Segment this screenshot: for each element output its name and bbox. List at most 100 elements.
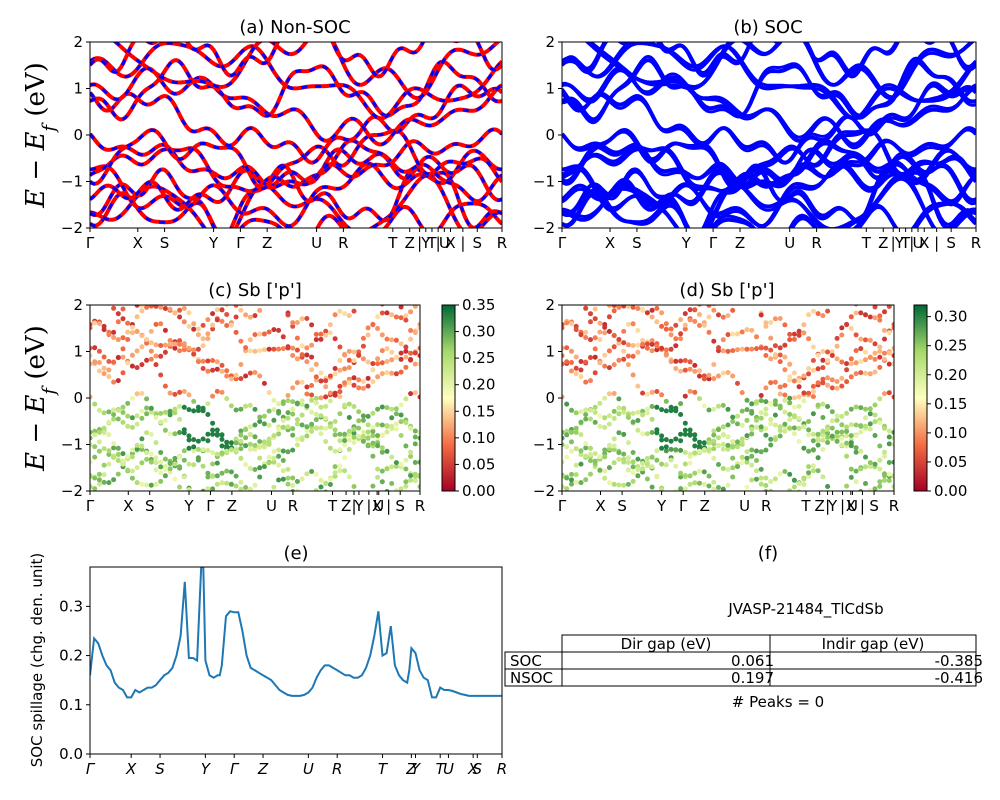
band-point — [153, 415, 159, 420]
band-point — [200, 436, 206, 442]
band-point — [393, 421, 399, 427]
band-point — [266, 436, 272, 442]
band-point — [787, 337, 793, 343]
band-point — [815, 352, 821, 358]
band-point — [886, 305, 892, 309]
band-point — [692, 318, 698, 324]
band-point — [597, 400, 603, 406]
band-point — [834, 417, 840, 423]
band-point — [379, 360, 385, 366]
table-cell — [769, 668, 977, 687]
band-point — [825, 358, 831, 364]
band-point — [711, 432, 717, 438]
band-point — [606, 413, 612, 419]
band-line-split — [562, 42, 976, 120]
band-point — [562, 345, 565, 351]
band-point — [611, 436, 617, 442]
band-line-split — [562, 128, 976, 189]
band-point — [829, 353, 835, 358]
band-point — [863, 349, 868, 355]
band-point — [730, 439, 736, 445]
band-point — [106, 359, 112, 364]
band-point — [285, 449, 291, 455]
band-point — [848, 474, 854, 480]
band-point — [872, 369, 878, 375]
band-point — [806, 470, 812, 476]
band-point — [280, 346, 286, 352]
band-point — [243, 312, 249, 318]
band-point — [313, 411, 319, 417]
x-tick-label: T — [378, 760, 389, 778]
band-point — [606, 421, 612, 427]
band-point — [654, 457, 660, 463]
band-point — [711, 455, 717, 461]
y-tick-label: 0 — [73, 126, 83, 144]
band-point — [139, 333, 145, 339]
band-point — [649, 389, 655, 395]
band-point — [768, 335, 774, 341]
band-point — [266, 422, 272, 428]
band-point — [134, 391, 140, 397]
y-tick-label: −2 — [61, 219, 83, 237]
band-point — [408, 350, 414, 356]
band-point — [801, 424, 807, 430]
x-tick-label: X — [467, 760, 479, 778]
band-point — [872, 412, 878, 418]
band-point — [201, 499, 206, 504]
band-point — [569, 481, 574, 487]
band-point — [663, 448, 669, 454]
band-point — [588, 416, 593, 422]
band-point — [332, 336, 338, 342]
band-point — [640, 461, 646, 466]
band-point — [120, 419, 126, 425]
band-point — [172, 455, 178, 461]
band-point — [592, 316, 598, 322]
band-point — [810, 438, 816, 444]
band-point — [162, 383, 168, 389]
band-point — [144, 357, 150, 363]
band-point — [90, 474, 93, 479]
band-point — [829, 433, 835, 439]
band-point — [606, 348, 612, 354]
band-point — [101, 365, 107, 371]
band-point — [777, 424, 783, 430]
band-point — [625, 305, 631, 309]
band-point — [711, 305, 716, 307]
band-point — [621, 287, 626, 292]
band-point — [701, 322, 707, 328]
panel-d-title: (d) Sb ['p'] — [679, 280, 774, 301]
x-tick-label: Y — [183, 497, 194, 515]
band-point — [403, 443, 409, 449]
band-point — [313, 417, 319, 423]
band-point — [569, 295, 574, 300]
band-point — [858, 429, 864, 435]
band-point — [583, 416, 589, 422]
band-point — [134, 480, 140, 486]
band-point — [162, 456, 168, 462]
band-point — [300, 499, 305, 504]
band-point — [276, 447, 282, 453]
band-point — [210, 322, 216, 328]
band-point — [214, 366, 220, 372]
band-point — [758, 466, 764, 472]
band-point — [611, 481, 617, 487]
band-point — [342, 442, 348, 448]
band-point — [139, 460, 145, 466]
band-point — [167, 431, 173, 437]
x-tick-label: Z — [262, 234, 272, 252]
band-point — [886, 441, 892, 447]
band-point — [668, 359, 674, 365]
spillage-line — [90, 567, 502, 699]
band-point — [625, 321, 631, 327]
band-point — [882, 336, 887, 342]
band-point — [181, 389, 187, 394]
band-point — [210, 358, 216, 363]
band-point — [120, 458, 126, 464]
band-point — [195, 346, 201, 352]
band-point — [806, 448, 812, 454]
band-point — [796, 489, 802, 491]
band-point — [115, 311, 121, 317]
band-point — [644, 461, 650, 467]
band-point — [417, 474, 420, 479]
band-point — [597, 299, 602, 304]
